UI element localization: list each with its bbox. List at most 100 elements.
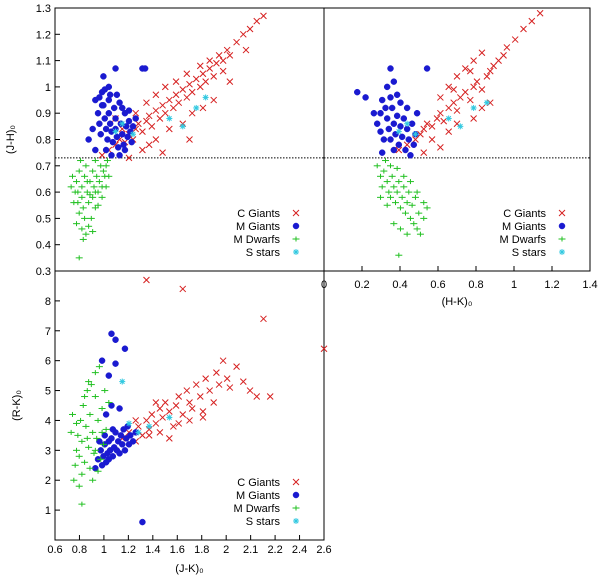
data-point: [89, 125, 96, 133]
y-axis-label: (J-H)₀: [5, 125, 17, 154]
data-point: [393, 112, 401, 120]
c-giant-stroke: [223, 375, 231, 382]
m-giant-dot: [127, 432, 134, 439]
data-point: [186, 80, 193, 88]
s-star-stroke: [404, 121, 410, 127]
data-point: [85, 444, 93, 450]
m-giant-dot: [112, 336, 119, 343]
data-point: [165, 96, 173, 104]
data-point: [152, 107, 160, 114]
data-point: [75, 255, 83, 261]
data-point: [260, 12, 267, 20]
y-tick-label: 5: [45, 386, 51, 398]
data-point: [423, 65, 431, 72]
legend-marker: [292, 491, 300, 499]
data-point: [473, 78, 481, 85]
data-point: [67, 429, 75, 435]
legend-label: M Giants: [236, 221, 281, 233]
c-giant-stroke: [403, 141, 411, 149]
data-point: [206, 57, 214, 64]
data-point: [123, 123, 130, 130]
c-giant-stroke: [219, 57, 227, 64]
c-giant-stroke: [183, 70, 191, 78]
c-giant-stroke: [175, 393, 183, 400]
data-point: [139, 518, 146, 526]
data-point: [199, 104, 207, 112]
m-giant-dot: [387, 136, 394, 143]
data-point: [132, 417, 140, 424]
c-giant-stroke: [226, 78, 234, 85]
data-point: [246, 25, 254, 33]
data-point: [156, 115, 164, 122]
m-giant-dot: [398, 133, 406, 141]
data-point: [102, 125, 110, 133]
data-point: [143, 117, 150, 125]
c-giant-stroke: [210, 399, 218, 406]
s-star-stroke: [293, 518, 299, 524]
data-point: [106, 120, 114, 127]
m-giant-dot: [129, 438, 137, 445]
c-giant-stroke: [135, 120, 142, 128]
x-tick-label: 1.8: [194, 544, 209, 556]
data-point: [219, 57, 227, 64]
c-giant-stroke: [152, 399, 160, 406]
data-point: [119, 120, 126, 127]
c-giant-stroke: [320, 345, 328, 353]
legend-marker: [293, 249, 299, 255]
data-point: [161, 109, 169, 117]
c-giant-stroke: [132, 109, 140, 117]
c-giant-stroke: [500, 51, 507, 59]
panel-rk-vs-jk: 1 2 3 4 5 6 7 8 0.6 0.8 1 1.2 1.4 1.6 1.8 2 2.1 2.2 2.4 2.6…: [11, 270, 332, 575]
c-giant-stroke: [528, 17, 536, 25]
m-giant-dot: [129, 123, 137, 130]
data-point: [71, 462, 79, 468]
data-point: [210, 73, 218, 80]
m-giant-dot: [125, 107, 133, 114]
data-point: [81, 394, 89, 400]
x-tick-label: 0.8: [468, 279, 483, 291]
data-point: [428, 136, 436, 143]
m-giant-dot: [370, 109, 378, 117]
m-giant-dot: [96, 120, 103, 127]
data-point: [388, 173, 396, 179]
data-point: [93, 173, 101, 179]
data-point: [400, 184, 408, 190]
data-point: [179, 285, 187, 293]
data-point: [92, 146, 99, 154]
data-point: [206, 65, 214, 72]
data-point: [420, 215, 428, 221]
data-point: [101, 86, 109, 93]
data-point: [186, 399, 193, 406]
legend-label: M Giants: [502, 221, 547, 233]
data-point: [89, 229, 97, 235]
c-giant-stroke: [215, 381, 223, 388]
data-point: [461, 88, 469, 96]
data-point: [98, 151, 106, 159]
c-giant-stroke: [159, 149, 166, 157]
m-giant-dot: [403, 125, 411, 133]
data-point: [403, 200, 411, 206]
data-point: [377, 128, 384, 135]
c-giant-stroke: [453, 107, 461, 114]
data-point: [102, 184, 110, 190]
data-point: [77, 417, 85, 423]
data-point: [415, 210, 423, 216]
data-point: [483, 99, 490, 106]
c-giant-stroke: [188, 109, 196, 117]
data-point: [412, 136, 419, 143]
legend-marker: [558, 236, 566, 242]
data-point: [393, 189, 401, 195]
data-point: [397, 99, 404, 106]
data-point: [387, 94, 394, 101]
m-giant-dot: [92, 146, 99, 154]
s-star-stroke: [130, 131, 136, 137]
c-giant-stroke: [188, 405, 196, 412]
c-giant-stroke: [233, 38, 240, 46]
data-point: [102, 426, 110, 432]
data-point: [478, 104, 486, 112]
c-giant-stroke: [260, 12, 267, 20]
data-point: [143, 99, 150, 107]
data-point: [125, 107, 133, 114]
m-giant-dot: [94, 109, 102, 117]
data-point: [117, 432, 125, 439]
